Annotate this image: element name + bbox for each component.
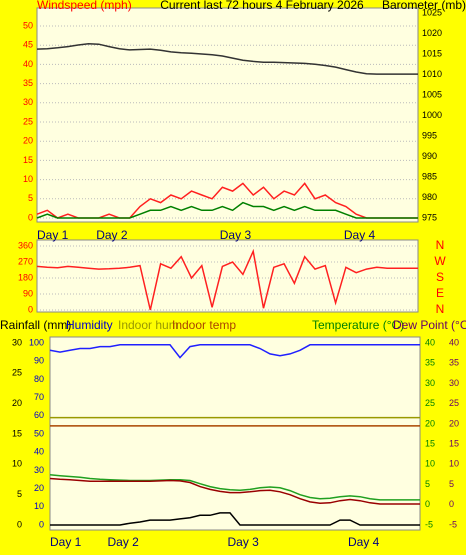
y-tick-label: 50: [34, 428, 44, 438]
y-tick-label: 45: [23, 40, 33, 50]
series-line: [36, 201, 418, 219]
y-tick-label: 30: [23, 97, 33, 107]
y-tick-label: -5: [425, 519, 433, 529]
y-tick-label: 40: [23, 59, 33, 69]
y-tick-label: 35: [425, 358, 435, 368]
y-tick-label: 60: [34, 410, 44, 420]
y-tick-label: 15: [12, 428, 22, 438]
axis-label: Rainfall (mm): [0, 318, 71, 332]
x-tick-label: Day 1: [37, 228, 69, 242]
y-tick-label: 30: [425, 378, 435, 388]
y-tick-label: 30: [12, 337, 22, 347]
x-tick-label: Day 4: [344, 228, 376, 242]
y-tick-label: 0: [39, 519, 44, 529]
y-tick-label: 15: [425, 438, 435, 448]
axis-label: Humidity: [66, 318, 113, 332]
series-line: [49, 474, 420, 501]
x-tick-label: Day 1: [50, 535, 82, 549]
y-tick-label: 1025: [422, 7, 442, 17]
y-tick-label: 360: [18, 240, 33, 250]
y-tick-label: 10: [449, 459, 459, 469]
y-tick-label: 20: [34, 483, 44, 493]
y-tick-label: 35: [449, 358, 459, 368]
y-tick-label: 10: [23, 174, 33, 184]
series-line: [36, 43, 418, 75]
y-tick-label: 0: [28, 304, 33, 314]
y-tick-label: 50: [23, 20, 33, 30]
y-tick-label: 1005: [422, 89, 442, 99]
y-tick-label: 90: [34, 356, 44, 366]
y-tick-label: 40: [449, 337, 459, 347]
y-tick-label: 25: [425, 398, 435, 408]
y-tick-label: 40: [34, 447, 44, 457]
y-tick-label: 0: [425, 499, 430, 509]
axis-label: Dew Point (°C): [393, 318, 466, 332]
y-tick-label: 30: [34, 465, 44, 475]
axis-label: Barometer (mb): [382, 0, 466, 12]
y-tick-label: 20: [23, 136, 33, 146]
series-line: [36, 248, 418, 311]
plot-area: [36, 239, 419, 313]
y-tick-label: 180: [18, 272, 33, 282]
y-tick-label: 0: [17, 519, 22, 529]
y-tick-label: 10: [12, 459, 22, 469]
y-tick-label: 90: [23, 288, 33, 298]
y-tick-label: 20: [425, 418, 435, 428]
y-tick-label: 20: [12, 398, 22, 408]
plot-area: [49, 336, 421, 531]
x-tick-label: Day 3: [228, 535, 260, 549]
y-tick-label: 1015: [422, 48, 442, 58]
series-line: [49, 344, 420, 359]
y-tick-label: 15: [449, 438, 459, 448]
y-tick-label: 30: [449, 378, 459, 388]
y-tick-label: 0: [28, 212, 33, 222]
y-tick-label: W: [434, 254, 446, 268]
y-tick-label: 270: [18, 256, 33, 266]
y-tick-label: 1020: [422, 28, 442, 38]
y-tick-label: -5: [449, 519, 457, 529]
y-tick-label: 10: [34, 501, 44, 511]
y-tick-label: 5: [17, 489, 22, 499]
y-tick-label: N: [436, 238, 445, 252]
legend-label: Indoor hum: [118, 318, 179, 332]
y-tick-label: 1010: [422, 69, 442, 79]
y-tick-label: 25: [12, 368, 22, 378]
y-tick-label: 40: [425, 337, 435, 347]
y-tick-label: S: [436, 270, 444, 284]
y-tick-label: 20: [449, 418, 459, 428]
y-tick-label: 80: [34, 374, 44, 384]
y-tick-label: 25: [449, 398, 459, 408]
legend-label: Indoor temp: [172, 318, 236, 332]
y-tick-label: E: [436, 286, 444, 300]
y-tick-label: 5: [28, 193, 33, 203]
y-tick-label: 70: [34, 392, 44, 402]
y-tick-label: 1000: [422, 110, 442, 120]
y-tick-label: 10: [425, 459, 435, 469]
series-line: [50, 512, 420, 526]
y-tick-label: 990: [422, 151, 437, 161]
y-tick-label: 0: [449, 499, 454, 509]
y-tick-label: 980: [422, 192, 437, 202]
y-tick-label: 985: [422, 171, 437, 181]
axis-label: Temperature (°C): [312, 318, 404, 332]
x-tick-label: Day 2: [96, 228, 128, 242]
y-tick-label: 35: [23, 78, 33, 88]
y-tick-label: N: [436, 302, 445, 316]
y-tick-label: 15: [23, 155, 33, 165]
x-tick-label: Day 4: [348, 535, 380, 549]
x-tick-label: Day 2: [108, 535, 140, 549]
y-tick-label: 5: [425, 479, 430, 489]
y-tick-label: 25: [23, 116, 33, 126]
x-tick-label: Day 3: [220, 228, 252, 242]
plot-area: [36, 7, 419, 223]
y-tick-label: 100: [29, 337, 44, 347]
y-tick-label: 5: [449, 479, 454, 489]
y-tick-label: 975: [422, 212, 437, 222]
chart-title: Current last 72 hours 4 February 2026: [160, 0, 364, 12]
y-tick-label: 995: [422, 130, 437, 140]
axis-label: Windspeed (mph): [37, 0, 132, 12]
series-line: [49, 477, 420, 505]
